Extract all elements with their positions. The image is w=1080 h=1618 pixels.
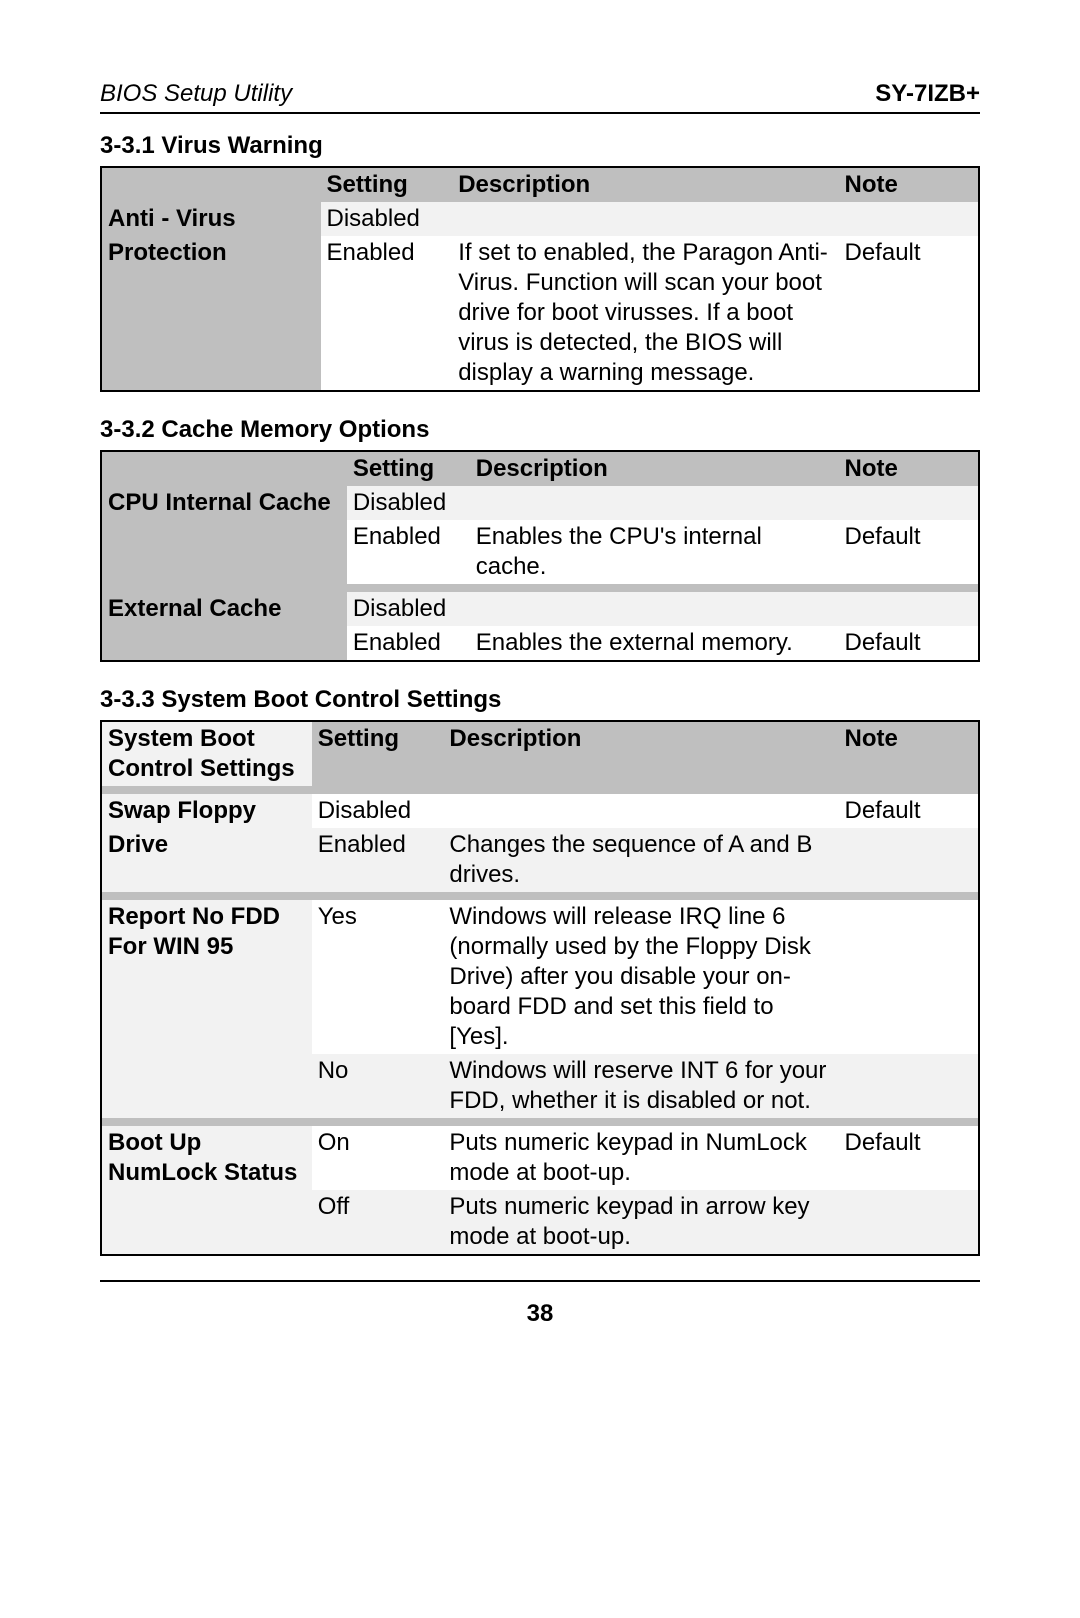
cell-description: If set to enabled, the Paragon Anti-Viru… xyxy=(452,236,838,391)
cell-note xyxy=(839,828,980,892)
section-title-virus-warning: 3-3.1 Virus Warning xyxy=(100,132,980,160)
cell-setting: Disabled xyxy=(347,486,470,520)
header-right: SY-7IZB+ xyxy=(875,80,980,108)
col-header-note: Note xyxy=(839,167,980,202)
cell-note xyxy=(839,486,980,520)
cell-note: Default xyxy=(839,236,980,391)
cell-note xyxy=(839,202,980,236)
col-header-description: Description xyxy=(470,451,839,486)
row-label: Protection xyxy=(101,236,321,391)
cell-setting: Enabled xyxy=(347,520,470,584)
cell-setting: No xyxy=(312,1054,444,1118)
cell-description: Puts numeric keypad in arrow key mode at… xyxy=(443,1190,838,1255)
table-cache-memory: Setting Description Note CPU Internal Ca… xyxy=(100,450,980,662)
row-label: CPU Internal Cache xyxy=(101,486,347,584)
col-header-setting: Setting xyxy=(347,451,470,486)
row-label: Report No FDD For WIN 95 xyxy=(101,900,312,1118)
section-title-cache-memory: 3-3.2 Cache Memory Options xyxy=(100,416,980,444)
cell-note xyxy=(839,1190,980,1255)
cell-note xyxy=(839,592,980,626)
cell-note: Default xyxy=(839,1126,980,1190)
col-header-description: Description xyxy=(452,167,838,202)
cell-setting: Enabled xyxy=(347,626,470,661)
table-virus-warning: Setting Description Note Anti - Virus Di… xyxy=(100,166,980,392)
row-label: External Cache xyxy=(101,592,347,661)
cell-setting: Off xyxy=(312,1190,444,1255)
cell-description: Changes the sequence of A and B drives. xyxy=(443,828,838,892)
cell-setting: Disabled xyxy=(312,794,444,828)
cell-description: Windows will reserve INT 6 for your FDD,… xyxy=(443,1054,838,1118)
col-header-note: Note xyxy=(839,451,980,486)
cell-description xyxy=(452,202,838,236)
cell-description xyxy=(470,486,839,520)
cell-note xyxy=(839,900,980,1054)
cell-description: Windows will release IRQ line 6 (normall… xyxy=(443,900,838,1054)
cell-setting: On xyxy=(312,1126,444,1190)
row-label: Anti - Virus xyxy=(101,202,321,236)
document-page: BIOS Setup Utility SY-7IZB+ 3-3.1 Virus … xyxy=(0,0,1080,1388)
cell-setting: Disabled xyxy=(347,592,470,626)
page-header: BIOS Setup Utility SY-7IZB+ xyxy=(100,80,980,114)
table-header-blank xyxy=(101,167,321,202)
cell-description xyxy=(470,592,839,626)
cell-description: Enables the external memory. xyxy=(470,626,839,661)
cell-setting: Enabled xyxy=(312,828,444,892)
cell-note: Default xyxy=(839,520,980,584)
cell-note xyxy=(839,1054,980,1118)
row-label: Drive xyxy=(101,828,312,892)
cell-note: Default xyxy=(839,626,980,661)
page-number: 38 xyxy=(527,1300,554,1327)
table-header-blank xyxy=(101,451,347,486)
cell-description: Enables the CPU's internal cache. xyxy=(470,520,839,584)
cell-description xyxy=(443,794,838,828)
row-label: Swap Floppy xyxy=(101,794,312,828)
row-label: Boot Up NumLock Status xyxy=(101,1126,312,1255)
col-header-setting: Setting xyxy=(321,167,453,202)
table-header-corner: System Boot Control Settings xyxy=(101,721,312,786)
cell-description: Puts numeric keypad in NumLock mode at b… xyxy=(443,1126,838,1190)
cell-note: Default xyxy=(839,794,980,828)
section-title-system-boot: 3-3.3 System Boot Control Settings xyxy=(100,686,980,714)
page-footer: 38 xyxy=(100,1280,980,1328)
col-header-setting: Setting xyxy=(312,721,444,786)
cell-setting: Yes xyxy=(312,900,444,1054)
table-system-boot: System Boot Control Settings Setting Des… xyxy=(100,720,980,1256)
col-header-note: Note xyxy=(839,721,980,786)
header-left: BIOS Setup Utility xyxy=(100,80,292,108)
cell-setting: Disabled xyxy=(321,202,453,236)
cell-setting: Enabled xyxy=(321,236,453,391)
col-header-description: Description xyxy=(443,721,838,786)
